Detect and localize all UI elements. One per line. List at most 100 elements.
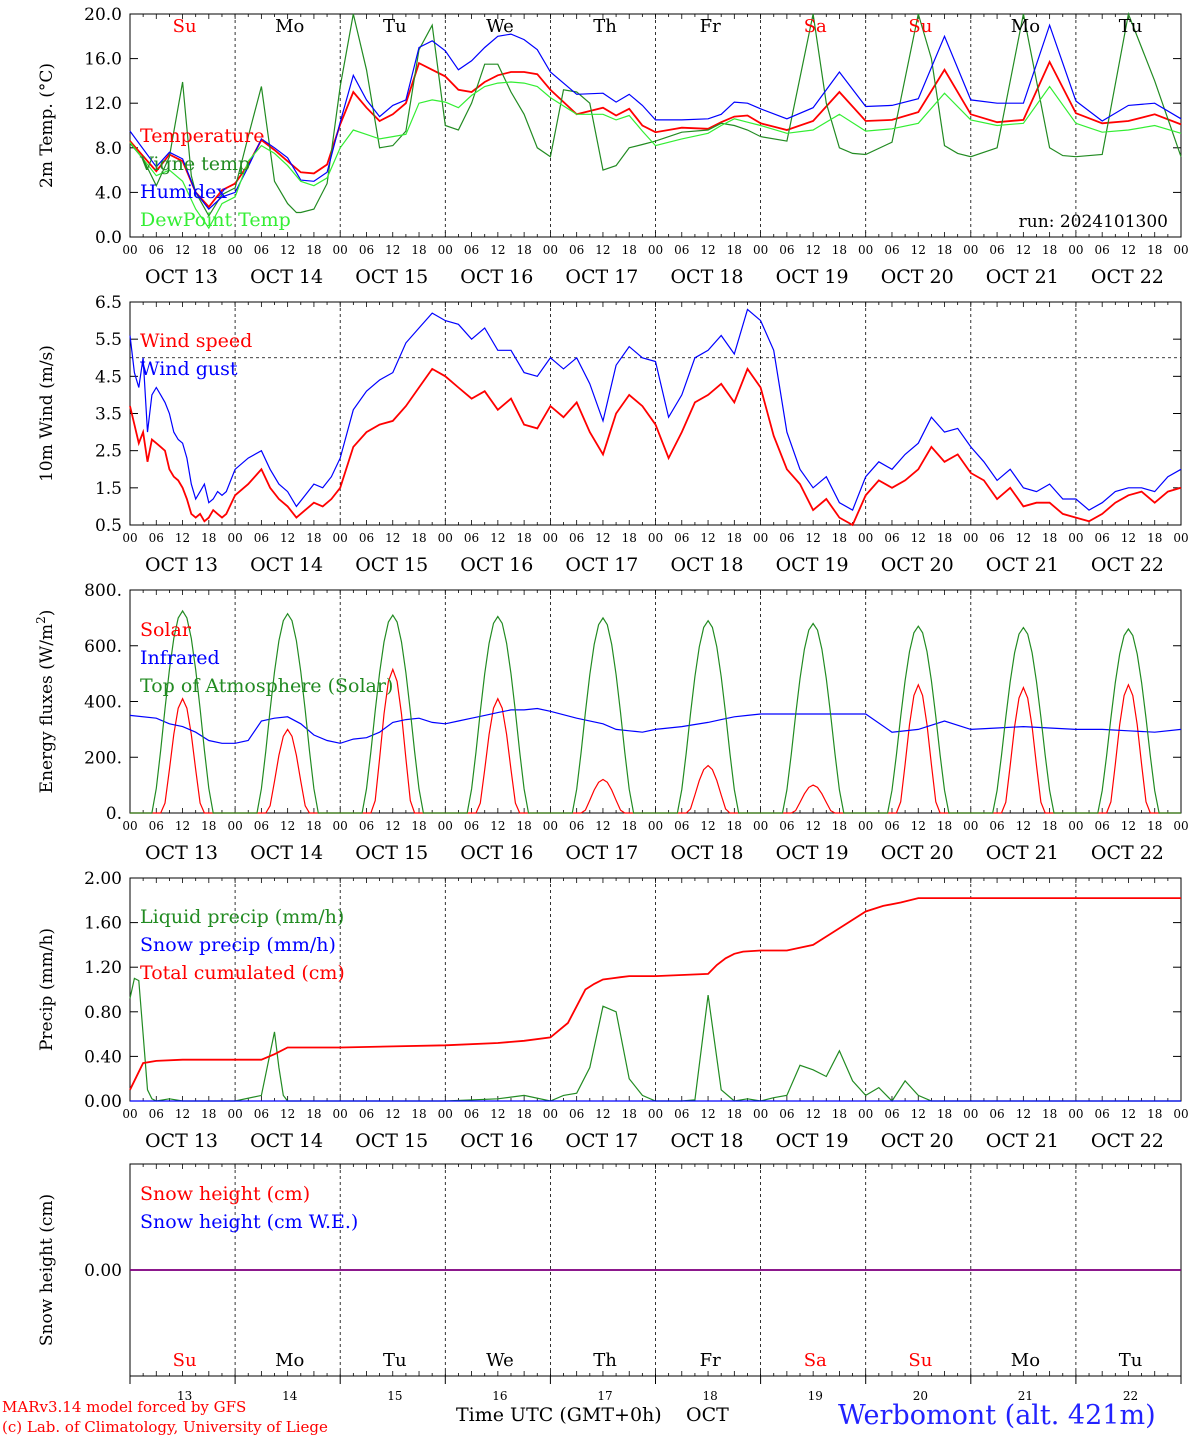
x-hour-label: 00 [122, 531, 137, 545]
x-hour-label: 00 [122, 1107, 137, 1121]
x-hour-label: 18 [937, 531, 952, 545]
y-axis-label: Precip (mm/h) [37, 928, 57, 1051]
x-hour-label: 06 [464, 819, 479, 833]
x-hour-label: 06 [674, 819, 689, 833]
day-number: 17 [597, 1389, 612, 1403]
x-hour-label: 12 [490, 531, 505, 545]
x-hour-label: 18 [201, 531, 216, 545]
y-tick-label: 1.5 [95, 479, 122, 499]
x-hour-label: 06 [149, 531, 164, 545]
x-hour-label: 00 [333, 819, 348, 833]
x-hour-label: 12 [1016, 819, 1031, 833]
x-hour-label: 06 [359, 1107, 374, 1121]
superscript-2: 2 [34, 616, 48, 624]
legend-temperature: Temperature [140, 125, 264, 147]
x-hour-label: 06 [989, 1107, 1004, 1121]
legend-humidex: Humidex [140, 181, 227, 203]
day-abbr-bottom: Th [593, 1350, 617, 1371]
x-hour-label: 18 [306, 1107, 321, 1121]
y-tick-label: 0.80 [84, 1003, 122, 1023]
x-hour-label: 18 [1042, 243, 1057, 257]
x-hour-label: 06 [674, 1107, 689, 1121]
x-date-label: OCT 20 [881, 1130, 954, 1152]
legend-infrared: Infrared [140, 647, 220, 669]
x-date-label: OCT 19 [776, 842, 849, 864]
x-hour-label: 12 [1121, 531, 1136, 545]
y-tick-label: 8.0 [95, 139, 122, 159]
x-date-label: OCT 17 [565, 1130, 638, 1152]
series-line-top-of-atmosphere-solar- [130, 609, 1181, 814]
x-hour-label: 00 [1068, 531, 1083, 545]
x-hour-label: 12 [280, 1107, 295, 1121]
x-hour-label: 00 [1173, 1107, 1188, 1121]
day-abbr-top: Mo [275, 16, 304, 37]
x-hour-label: 12 [280, 243, 295, 257]
day-abbr-top: Su [173, 16, 197, 37]
series-line-total-cumulated-cm- [129, 897, 1181, 1091]
y-axis-label: Energy fluxes (W/m2) [34, 610, 57, 794]
x-hour-label: 12 [700, 1107, 715, 1121]
x-hour-label: 12 [385, 243, 400, 257]
x-date-label: OCT 15 [355, 554, 428, 576]
legend-liquid-precip-mm-h-: Liquid precip (mm/h) [140, 906, 344, 928]
x-date-label: OCT 19 [776, 1130, 849, 1152]
x-date-label: OCT 22 [1091, 1130, 1164, 1152]
x-hour-label: 12 [595, 1107, 610, 1121]
x-date-label: OCT 20 [881, 842, 954, 864]
x-date-label: OCT 22 [1091, 842, 1164, 864]
series-line-humidex [129, 23, 1182, 210]
y-tick-label: 0.00 [84, 1261, 122, 1281]
series-line-wind-speed [129, 367, 1182, 527]
legend-total-cumulated-cm-: Total cumulated (cm) [140, 962, 345, 984]
x-hour-label: 00 [438, 819, 453, 833]
y-tick-label: 12.0 [84, 94, 122, 114]
x-hour-label: 18 [1042, 819, 1057, 833]
x-hour-label: 12 [280, 531, 295, 545]
x-date-label: OCT 21 [986, 1130, 1059, 1152]
x-hour-label: 12 [806, 243, 821, 257]
y-axis-label: 2m Temp. (°C) [37, 63, 57, 188]
day-abbr-bottom: Tu [383, 1350, 407, 1371]
x-date-label: OCT 20 [881, 266, 954, 288]
y-tick-label: 800. [84, 581, 122, 601]
x-hour-label: 06 [254, 243, 269, 257]
x-hour-label: 18 [1147, 819, 1162, 833]
x-hour-label: 12 [911, 243, 926, 257]
x-hour-label: 18 [727, 1107, 742, 1121]
x-hour-label: 00 [648, 243, 663, 257]
x-hour-label: 12 [175, 819, 190, 833]
x-hour-label: 18 [937, 1107, 952, 1121]
x-hour-label: 12 [385, 819, 400, 833]
x-hour-label: 06 [149, 243, 164, 257]
day-number: 20 [913, 1389, 928, 1403]
x-hour-label: 06 [149, 819, 164, 833]
x-hour-label: 06 [254, 819, 269, 833]
x-hour-label: 18 [622, 243, 637, 257]
y-tick-label: 16.0 [84, 50, 122, 70]
y-tick-label: 1.60 [84, 914, 122, 934]
run-annotation: run: 2024101300 [1019, 212, 1168, 232]
x-date-label: OCT 13 [145, 266, 218, 288]
x-hour-label: 12 [490, 243, 505, 257]
series-line-temperature [129, 59, 1182, 209]
x-hour-label: 00 [543, 531, 558, 545]
x-hour-label: 18 [201, 819, 216, 833]
x-hour-label: 00 [963, 243, 978, 257]
x-hour-label: 00 [333, 243, 348, 257]
x-hour-label: 00 [438, 531, 453, 545]
x-hour-label: 06 [359, 531, 374, 545]
x-hour-label: 00 [227, 1107, 242, 1121]
x-hour-label: 00 [333, 1107, 348, 1121]
x-hour-label: 06 [359, 819, 374, 833]
legend-snow-precip-mm-h-: Snow precip (mm/h) [140, 934, 336, 956]
x-date-label: OCT 21 [986, 266, 1059, 288]
x-hour-label: 18 [1147, 243, 1162, 257]
day-number: 13 [177, 1389, 192, 1403]
day-abbr-bottom: Fr [700, 1350, 721, 1371]
panel-frame [129, 589, 1182, 814]
x-hour-label: 00 [858, 819, 873, 833]
y-tick-label: 4.5 [95, 367, 122, 387]
legend-wind-speed: Wind speed [140, 330, 252, 352]
x-hour-label: 12 [1121, 819, 1136, 833]
x-hour-label: 12 [595, 819, 610, 833]
